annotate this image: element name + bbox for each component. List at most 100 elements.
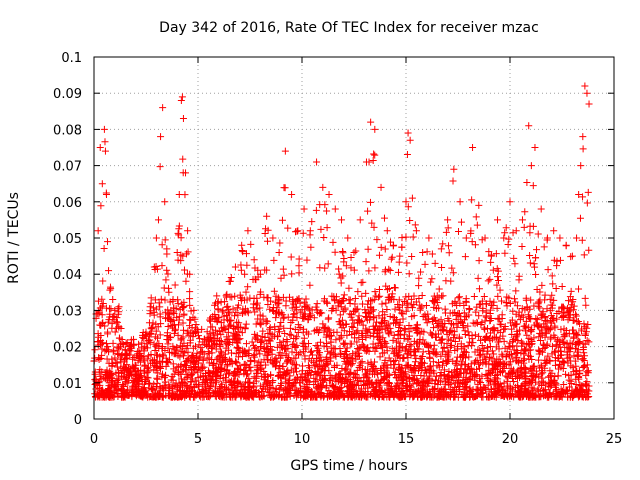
data-point [300,325,308,333]
data-point [225,310,233,318]
data-point [396,339,404,347]
data-point [417,372,425,380]
data-point [381,268,389,276]
data-point [560,381,568,389]
data-point [300,205,308,213]
data-point [192,320,200,328]
data-point [312,206,320,214]
data-point [468,196,476,204]
data-point [273,304,281,312]
data-point [284,389,292,397]
data-point [131,370,139,378]
data-point [461,327,469,335]
data-point [388,345,396,353]
data-point [465,366,473,374]
data-point [296,349,304,357]
data-point [97,202,105,210]
data-point [509,307,517,315]
data-point [216,341,224,349]
data-point [430,297,438,305]
data-point [186,288,194,296]
data-point [390,284,398,292]
data-point [162,276,170,284]
data-point [224,341,232,349]
data-point [165,348,173,356]
data-point [134,367,142,375]
data-point [224,316,232,324]
data-point [115,334,123,342]
x-tick-label: 5 [194,432,202,447]
data-point [469,144,477,151]
data-point [562,370,570,378]
data-point [179,319,187,327]
data-point [451,337,459,345]
data-point [475,332,483,340]
data-point [338,216,346,224]
data-point [544,325,552,333]
data-point [490,333,498,341]
data-point [579,145,587,153]
data-point [553,337,561,345]
data-point [187,316,195,324]
data-point [489,266,497,274]
data-point [374,293,382,301]
data-point [349,350,357,358]
data-point [390,358,398,366]
data-point [446,343,454,351]
data-point [403,350,411,358]
data-point [510,322,518,330]
data-point [502,353,510,361]
data-point [103,366,111,374]
data-point [357,279,365,287]
data-point [115,345,123,353]
data-point [354,288,362,296]
data-point [503,293,511,301]
data-point [440,344,448,352]
data-point [183,329,191,337]
data-point [330,328,338,336]
data-point [584,369,592,377]
data-point [264,329,272,337]
data-point [487,386,495,394]
data-point [482,370,490,378]
data-point [496,286,504,294]
data-point [217,347,225,355]
data-point [475,312,483,320]
data-point [294,329,302,337]
data-point [449,269,457,277]
data-point [370,150,378,158]
data-point [528,376,536,384]
data-point [471,241,479,249]
data-point [552,285,560,293]
data-point [471,320,479,328]
data-point [575,191,583,199]
data-point [368,307,376,315]
data-point [242,320,250,328]
data-point [402,386,410,394]
data-point [230,368,238,376]
data-point [157,363,165,371]
data-point [108,376,116,384]
y-tick-label: 0.02 [53,341,82,356]
data-point [405,322,413,330]
data-point [352,328,360,336]
data-point [585,100,593,108]
data-point [541,333,549,341]
data-point [205,349,213,357]
data-point [454,342,462,350]
data-point [485,248,493,256]
data-point [455,333,463,341]
data-point [145,352,153,360]
data-point [322,339,330,347]
data-point [282,297,290,305]
data-point [163,266,171,274]
data-point [286,330,294,338]
data-point [189,344,197,352]
data-point [250,256,258,264]
data-point [184,372,192,380]
data-point [428,317,436,325]
data-point [512,310,520,318]
data-point [476,351,484,359]
data-point [105,316,113,324]
data-point [165,284,173,292]
